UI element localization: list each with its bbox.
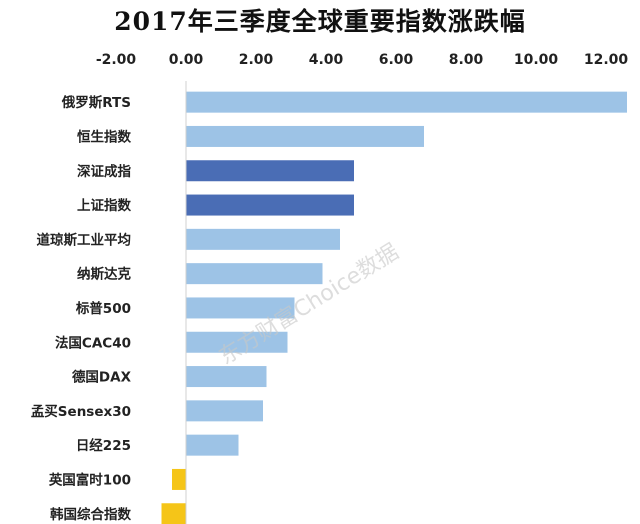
bar-2 [186, 160, 354, 182]
x-axis-ticks: -2.00 0.00 2.00 4.00 6.00 8.00 10.00 12.00 [96, 52, 629, 68]
category-label: 孟买Sensex30 [31, 404, 131, 420]
bar-7 [186, 331, 288, 353]
bar-12 [161, 503, 186, 524]
category-label: 恒生指数 [77, 128, 131, 145]
x-tick-label: 0.00 [169, 52, 204, 68]
bars-group [161, 91, 627, 524]
bar-1 [186, 125, 424, 147]
x-tick-label: 10.00 [514, 52, 559, 68]
bar-8 [186, 366, 267, 388]
x-tick-label: 12.00 [584, 52, 629, 68]
x-tick-label: 8.00 [449, 52, 484, 68]
x-tick-label: 2.00 [239, 52, 274, 68]
category-label: 俄罗斯RTS [61, 94, 131, 111]
bar-9 [186, 400, 263, 422]
bar-3 [186, 194, 354, 216]
chart-title: 2017年三季度全球重要指数涨跌幅 [114, 7, 526, 36]
bar-4 [186, 228, 340, 250]
category-label: 日经225 [76, 437, 131, 454]
bar-10 [186, 434, 239, 456]
category-label: 法国CAC40 [55, 334, 131, 351]
category-label: 上证指数 [77, 197, 131, 214]
x-tick-label: 6.00 [379, 52, 414, 68]
x-tick-label: 4.00 [309, 52, 344, 68]
category-label: 韩国综合指数 [50, 506, 131, 523]
bar-11 [172, 468, 186, 490]
category-label: 德国DAX [72, 369, 132, 386]
category-label: 道琼斯工业平均 [37, 231, 132, 248]
bar-0 [186, 91, 627, 113]
category-label: 标普500 [75, 300, 131, 317]
category-label: 纳斯达克 [77, 266, 131, 283]
bar-6 [186, 297, 295, 319]
category-label: 深证成指 [77, 163, 131, 180]
bar-5 [186, 263, 323, 285]
category-label: 英国富时100 [48, 471, 131, 488]
x-tick-label: -2.00 [96, 52, 137, 68]
